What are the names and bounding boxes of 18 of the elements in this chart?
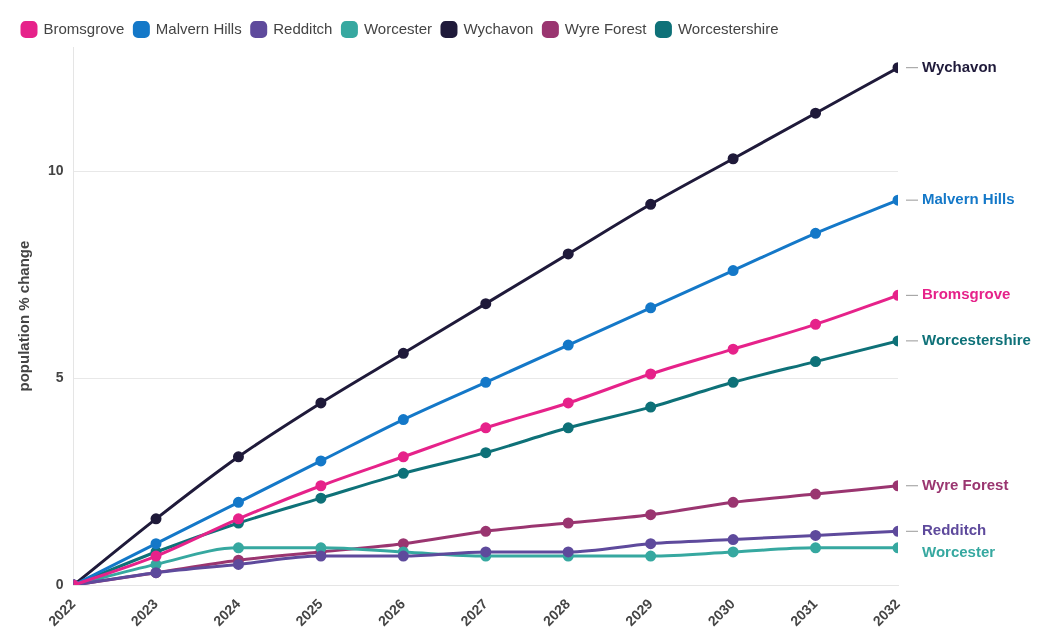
text: Wychavon: [922, 57, 997, 75]
y-tick-label: 0: [55, 575, 64, 592]
legend-label: Wyre Forest: [564, 19, 648, 37]
legend-label: Malvern Hills: [155, 19, 242, 37]
text: Malvern Hills: [922, 190, 1015, 208]
legend-label: Wychavon: [463, 19, 534, 37]
y-axis-title: population % change: [15, 240, 33, 392]
text: Wyre Forest: [922, 475, 1009, 493]
legend-label: Worcester: [363, 19, 432, 37]
legend-label: Worcestershire: [677, 19, 779, 37]
text: Worcestershire: [922, 331, 1031, 349]
legend-label: Redditch: [273, 19, 333, 37]
text: Bromsgrove: [922, 285, 1011, 303]
y-tick-label: 10: [47, 162, 64, 179]
y-tick-label: 5: [55, 369, 64, 385]
text: Redditch: [922, 521, 987, 539]
text: Worcester: [922, 543, 996, 561]
legend-label: Bromsgrove: [43, 19, 125, 37]
